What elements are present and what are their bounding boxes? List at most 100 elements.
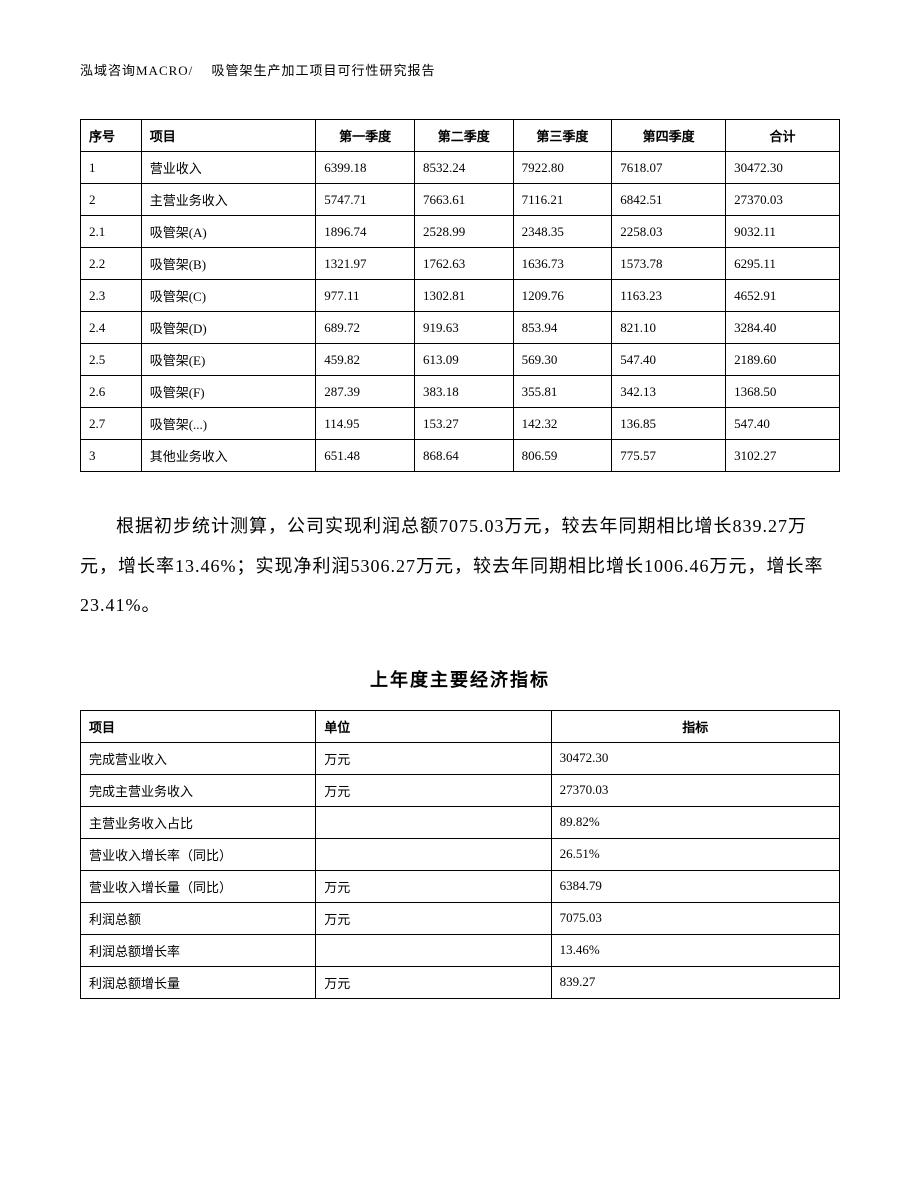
table-cell: 2.1 (81, 216, 142, 248)
table-cell: 完成主营业务收入 (81, 774, 316, 806)
table-cell: 1321.97 (316, 248, 415, 280)
section-title: 上年度主要经济指标 (80, 666, 840, 692)
table-cell: 7618.07 (612, 152, 726, 184)
table-cell: 主营业务收入 (141, 184, 316, 216)
summary-paragraph: 根据初步统计测算，公司实现利润总额7075.03万元，较去年同期相比增长839.… (80, 507, 840, 626)
table-cell: 775.57 (612, 440, 726, 472)
table-cell: 1163.23 (612, 280, 726, 312)
table-cell: 342.13 (612, 376, 726, 408)
table-cell: 27370.03 (551, 774, 839, 806)
table-row: 营业收入增长量（同比）万元6384.79 (81, 870, 840, 902)
table-row: 2.5吸管架(E)459.82613.09569.30547.402189.60 (81, 344, 840, 376)
table-cell: 2 (81, 184, 142, 216)
table-cell: 万元 (316, 966, 551, 998)
table-cell: 6399.18 (316, 152, 415, 184)
economic-indicators-table: 项目 单位 指标 完成营业收入万元30472.30完成主营业务收入万元27370… (80, 710, 840, 999)
table-cell: 136.85 (612, 408, 726, 440)
table-cell: 6842.51 (612, 184, 726, 216)
table-cell: 6384.79 (551, 870, 839, 902)
table-row: 2.7吸管架(...)114.95153.27142.32136.85547.4… (81, 408, 840, 440)
table-cell: 万元 (316, 742, 551, 774)
table-cell: 977.11 (316, 280, 415, 312)
col-item: 项目 (81, 710, 316, 742)
table-cell: 142.32 (513, 408, 612, 440)
table-cell: 其他业务收入 (141, 440, 316, 472)
table-cell: 3284.40 (726, 312, 840, 344)
table-cell: 459.82 (316, 344, 415, 376)
table-cell: 89.82% (551, 806, 839, 838)
table-cell: 2.5 (81, 344, 142, 376)
table-cell: 吸管架(B) (141, 248, 316, 280)
col-q2: 第二季度 (414, 120, 513, 152)
table-cell: 853.94 (513, 312, 612, 344)
table-row: 2.1吸管架(A)1896.742528.992348.352258.03903… (81, 216, 840, 248)
table-cell: 30472.30 (551, 742, 839, 774)
table-row: 利润总额增长率 13.46% (81, 934, 840, 966)
document-header: 泓域咨询MACRO/ 吸管架生产加工项目可行性研究报告 (80, 60, 840, 79)
table-cell: 营业收入增长率（同比） (81, 838, 316, 870)
table-cell: 7075.03 (551, 902, 839, 934)
table-row: 1营业收入6399.188532.247922.807618.0730472.3… (81, 152, 840, 184)
table-cell: 吸管架(D) (141, 312, 316, 344)
table-cell: 2348.35 (513, 216, 612, 248)
col-seq: 序号 (81, 120, 142, 152)
table-cell: 2189.60 (726, 344, 840, 376)
table-cell: 营业收入 (141, 152, 316, 184)
table-cell: 万元 (316, 774, 551, 806)
table-cell: 2528.99 (414, 216, 513, 248)
table-header-row: 项目 单位 指标 (81, 710, 840, 742)
col-q1: 第一季度 (316, 120, 415, 152)
table-cell: 7922.80 (513, 152, 612, 184)
table-cell: 5747.71 (316, 184, 415, 216)
table-cell: 1636.73 (513, 248, 612, 280)
col-total: 合计 (726, 120, 840, 152)
table-cell: 569.30 (513, 344, 612, 376)
table-cell: 吸管架(...) (141, 408, 316, 440)
table-cell: 2.2 (81, 248, 142, 280)
table-row: 2主营业务收入5747.717663.617116.216842.5127370… (81, 184, 840, 216)
table-row: 营业收入增长率（同比）26.51% (81, 838, 840, 870)
table-row: 2.6吸管架(F)287.39383.18355.81342.131368.50 (81, 376, 840, 408)
table-cell: 1896.74 (316, 216, 415, 248)
table-cell: 吸管架(C) (141, 280, 316, 312)
table-cell: 355.81 (513, 376, 612, 408)
table-row: 3其他业务收入651.48868.64806.59775.573102.27 (81, 440, 840, 472)
table-cell: 7116.21 (513, 184, 612, 216)
table-cell: 1 (81, 152, 142, 184)
table-row: 利润总额增长量万元839.27 (81, 966, 840, 998)
table-cell: 153.27 (414, 408, 513, 440)
table-cell: 利润总额 (81, 902, 316, 934)
table-cell: 547.40 (612, 344, 726, 376)
table-cell: 9032.11 (726, 216, 840, 248)
table-header-row: 序号 项目 第一季度 第二季度 第三季度 第四季度 合计 (81, 120, 840, 152)
table-cell: 13.46% (551, 934, 839, 966)
table-cell: 287.39 (316, 376, 415, 408)
table-cell: 7663.61 (414, 184, 513, 216)
table-cell: 27370.03 (726, 184, 840, 216)
col-indicator: 指标 (551, 710, 839, 742)
table-cell: 1368.50 (726, 376, 840, 408)
table-row: 完成主营业务收入万元27370.03 (81, 774, 840, 806)
table-cell: 利润总额增长量 (81, 966, 316, 998)
table-row: 2.4吸管架(D)689.72919.63853.94821.103284.40 (81, 312, 840, 344)
table-cell: 3 (81, 440, 142, 472)
table-cell: 完成营业收入 (81, 742, 316, 774)
table-cell: 吸管架(E) (141, 344, 316, 376)
table-cell: 868.64 (414, 440, 513, 472)
table-cell: 383.18 (414, 376, 513, 408)
table-cell: 吸管架(F) (141, 376, 316, 408)
table-cell: 1209.76 (513, 280, 612, 312)
table-cell: 806.59 (513, 440, 612, 472)
table-cell: 2.3 (81, 280, 142, 312)
table-cell: 839.27 (551, 966, 839, 998)
table-cell (316, 934, 551, 966)
table-cell: 3102.27 (726, 440, 840, 472)
table-row: 完成营业收入万元30472.30 (81, 742, 840, 774)
table-cell: 利润总额增长率 (81, 934, 316, 966)
table-row: 主营业务收入占比89.82% (81, 806, 840, 838)
table-cell: 1762.63 (414, 248, 513, 280)
table-cell: 1302.81 (414, 280, 513, 312)
table-cell: 吸管架(A) (141, 216, 316, 248)
table-row: 利润总额万元7075.03 (81, 902, 840, 934)
table-cell: 919.63 (414, 312, 513, 344)
